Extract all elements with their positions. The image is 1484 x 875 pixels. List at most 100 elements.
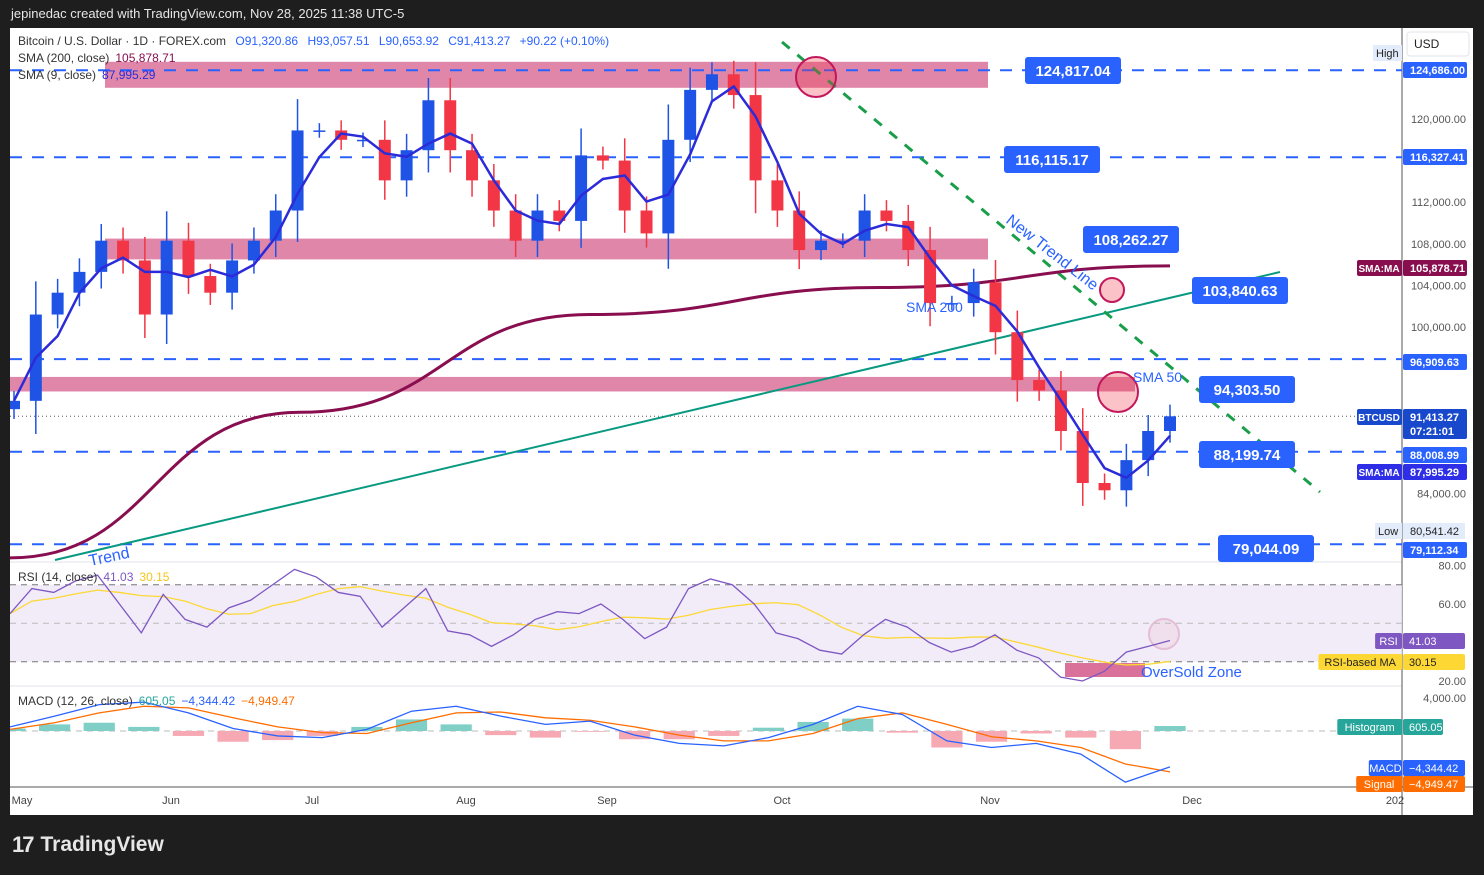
candle-body (1120, 460, 1133, 491)
macd-histogram-bar (39, 724, 71, 731)
macd-histogram-bar (574, 731, 606, 732)
candle-body (531, 210, 544, 241)
indicator-tag-value: −4,949.47 (1409, 779, 1458, 791)
candle-body (117, 240, 130, 261)
price-tag (1403, 542, 1467, 558)
macd-histogram-bar (529, 731, 561, 738)
time-tick: Nov (980, 795, 1000, 807)
candle-body (313, 130, 326, 132)
price-tag (1403, 149, 1467, 165)
macd-histogram-bar (172, 731, 205, 736)
price-tag-label-box (1357, 260, 1402, 276)
candle-body (902, 220, 915, 251)
candle-body (10, 400, 20, 410)
candle-body (95, 240, 108, 272)
sma200-legend-value: 105,878.71 (115, 51, 176, 65)
sma200-legend-label: SMA (200, close) (18, 51, 110, 65)
currency-label: USD (1414, 37, 1440, 51)
chart-frame[interactable]: 124,817.04 116,115.17 108,262.27 103,840.63… (10, 28, 1473, 815)
indicator-tag-value: 41.03 (1409, 636, 1437, 648)
macd-histogram-bar (217, 731, 249, 742)
candle-body (466, 150, 479, 181)
sma9-legend-value: 87,995.29 (102, 68, 156, 82)
indicator-tag-label-box (1368, 760, 1402, 776)
level-callout (1218, 535, 1314, 562)
candle-body (771, 180, 784, 211)
candle-body (204, 276, 217, 293)
macd-legend[interactable]: MACD (12, 26, close) 605.05 −4,344.42 −4,94… (18, 694, 301, 708)
candle-body (356, 139, 369, 142)
chart-canvas[interactable]: 124,817.04 116,115.17 108,262.27 103,840.63… (10, 28, 1473, 815)
ohlc-open: O91,320.86 (235, 34, 299, 48)
candle-body (422, 100, 435, 151)
ohlc-change: +90.22 (+0.10%) (519, 34, 610, 48)
time-tick: Oct (773, 795, 790, 807)
high-label: High (1376, 48, 1399, 60)
oversold-annotation: OverSold Zone (1141, 664, 1242, 681)
macd-histogram-bar (440, 724, 472, 731)
price-tag-value: 79,112.34 (1410, 545, 1459, 557)
tv-logo-text: TradingView (40, 833, 164, 856)
candle-body (727, 74, 740, 96)
sma200-annotation: SMA 200 (906, 299, 963, 315)
tradingview-logo[interactable]: 17 TradingView (12, 832, 164, 858)
candle-body (291, 130, 304, 211)
rsi-legend[interactable]: RSI (14, close) 41.03 30.15 (18, 570, 175, 584)
time-tick: 202 (1386, 795, 1404, 807)
candle-body (836, 240, 849, 243)
candle-body (924, 250, 937, 304)
symbol-legend: Bitcoin / U.S. Dollar · 1D · FOREX.com O… (18, 34, 615, 48)
candle-body (51, 292, 64, 315)
candle-body (1098, 483, 1111, 491)
level-callout-label: 79,044.09 (1233, 541, 1300, 558)
highlight-circle (795, 56, 837, 98)
indicator-tag-value: 30.15 (1409, 657, 1437, 669)
price-tag-label: BTCUSD (1358, 413, 1400, 424)
rsi-legend-label: RSI (14, close) (18, 570, 98, 584)
macd-histogram-bar (931, 731, 963, 748)
macd-histogram-bar (1109, 731, 1141, 750)
price-tag-value: 116,327.41 (1410, 152, 1464, 164)
countdown-value: 07:21:01 (1410, 426, 1454, 438)
rsi-ma-legend-value: 30.15 (139, 570, 170, 584)
price-tag (1403, 354, 1467, 370)
indicator-tag-label-box (1356, 776, 1402, 792)
price-tag-label: SMA:MA (1358, 264, 1399, 275)
sma200-legend[interactable]: SMA (200, close) 105,878.71 (18, 51, 181, 65)
trend-annotation: Trend (87, 545, 131, 570)
price-tick: 108,000.00 (1411, 239, 1466, 251)
candle-body (247, 240, 260, 261)
indicator-tag (1403, 719, 1443, 735)
currency-button[interactable] (1406, 31, 1470, 57)
trend-line (54, 271, 1281, 561)
sma9-legend[interactable]: SMA (9, close) 87,995.29 (18, 68, 161, 82)
candle-body (138, 260, 151, 315)
candle-body (487, 180, 500, 211)
price-tag (1403, 447, 1467, 463)
indicator-tag-label-box (1375, 633, 1402, 649)
candle-body (1054, 390, 1067, 431)
candle-body (880, 210, 893, 221)
price-tag-value: 88,008.99 (1410, 450, 1459, 462)
indicator-tag (1403, 776, 1465, 792)
macd-legend-label: MACD (12, 26, close) (18, 694, 133, 708)
macd-histogram-bar (708, 731, 740, 736)
sma9-line (12, 84, 1171, 480)
rsi-tick: 20.00 (1438, 676, 1466, 688)
low-value-badge (1403, 523, 1465, 539)
price-tag-value: 105,878.71 (1410, 263, 1465, 275)
candle-body (618, 160, 631, 211)
support-resistance-zone (105, 238, 988, 260)
signal-line (10, 705, 1171, 773)
price-tag (1403, 62, 1467, 78)
macd-histogram-bar (842, 718, 874, 731)
macd-histogram-bar (797, 721, 829, 731)
macd-histogram-bar (395, 719, 428, 731)
candle-body (400, 150, 413, 181)
price-tag-value: 96,909.63 (1410, 357, 1459, 369)
candle-body (749, 95, 762, 181)
low-badge (1375, 523, 1402, 539)
macd-histogram-bar (128, 726, 160, 731)
level-callout (1199, 376, 1295, 403)
price-tick: 100,000.00 (1411, 322, 1466, 334)
